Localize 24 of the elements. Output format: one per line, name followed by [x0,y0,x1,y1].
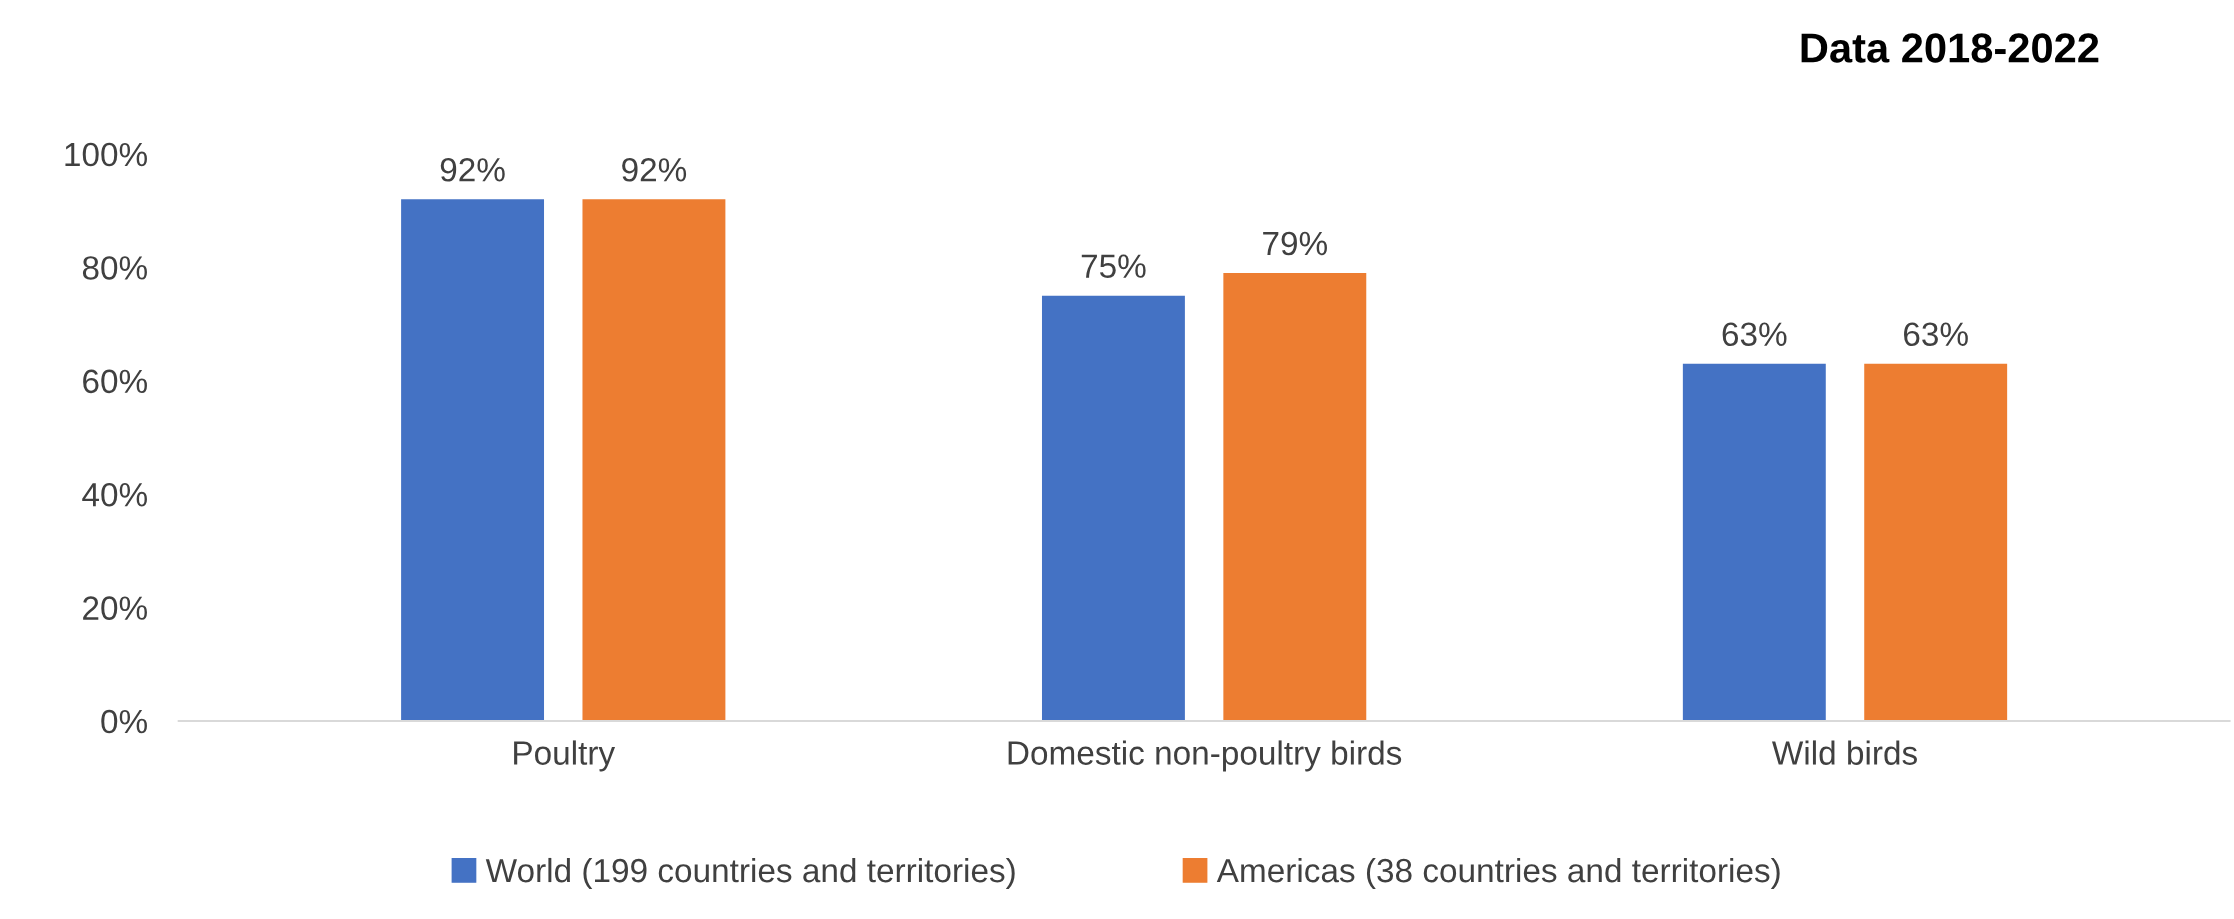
bar [1223,273,1367,721]
data-label: 92% [622,157,687,182]
bar [1682,363,1826,721]
y-tick-label: 60% [83,369,147,394]
y-tick-label: 80% [82,256,147,280]
y-tick-label: 40% [82,482,147,507]
bar [401,199,545,721]
x-tick-label: Wild birds [1771,740,1917,765]
data-label: 79% [1263,231,1327,256]
data-label: 75% [1081,254,1146,278]
y-tick-label: 100% [65,142,147,167]
y-tick-label: 20% [83,596,147,620]
legend-label: Americas (38 countries and territories) [1216,857,1780,889]
x-tick-label: Domestic non-poultry birds [1008,740,1402,772]
x-tick-label: Poultry [514,740,616,772]
chart-title: Data 2018-2022 [1801,33,2099,63]
legend-label: World (199 countries and territories) [485,857,1015,889]
bar [1864,363,2008,721]
y-tick-label: 0% [101,709,147,734]
data-label: 92% [440,157,505,182]
bar [1041,295,1185,721]
bar [582,199,726,721]
data-label: 63% [1722,322,1787,347]
data-label: 63% [1904,322,1968,347]
